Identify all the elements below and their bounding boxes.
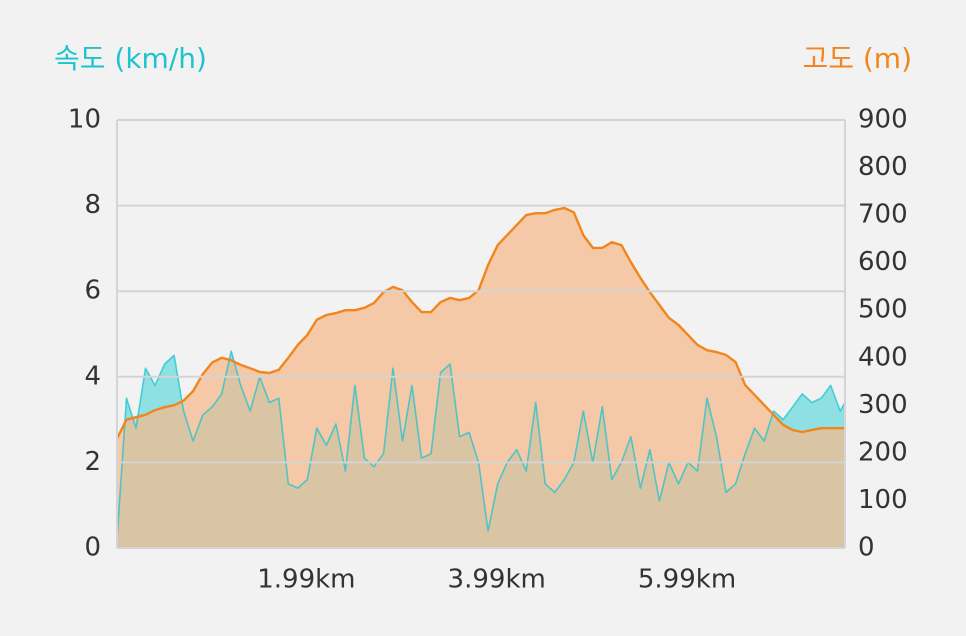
x-tick-label: 5.99km xyxy=(638,565,736,595)
plot-area xyxy=(115,206,846,548)
y2-tick-label: 600 xyxy=(858,247,908,277)
y2-tick-label: 100 xyxy=(858,485,908,515)
y-tick-label: 2 xyxy=(84,447,101,477)
x-tick-label: 3.99km xyxy=(448,565,546,595)
y2-tick-label: 700 xyxy=(858,200,908,230)
y-axis-title: 속도 (km/h) xyxy=(54,42,207,75)
y2-tick-label: 800 xyxy=(858,152,908,182)
y2-tick-label: 900 xyxy=(858,105,908,135)
series-line xyxy=(115,206,845,440)
y-tick-label: 8 xyxy=(84,190,101,220)
y-tick-label: 10 xyxy=(68,105,101,135)
series-area xyxy=(117,208,845,548)
y2-tick-label: 200 xyxy=(858,437,908,467)
y2-tick-label: 300 xyxy=(858,390,908,420)
y-tick-label: 0 xyxy=(84,533,101,563)
series-line xyxy=(116,350,846,540)
x-tick-label: 1.99km xyxy=(257,565,355,595)
y2-tick-label: 400 xyxy=(858,342,908,372)
y2-axis-title: 고도 (m) xyxy=(802,42,912,75)
y2-tick-label: 0 xyxy=(858,533,875,563)
y2-tick-label: 500 xyxy=(858,295,908,325)
y-tick-label: 4 xyxy=(84,361,101,391)
y-tick-label: 6 xyxy=(84,276,101,306)
